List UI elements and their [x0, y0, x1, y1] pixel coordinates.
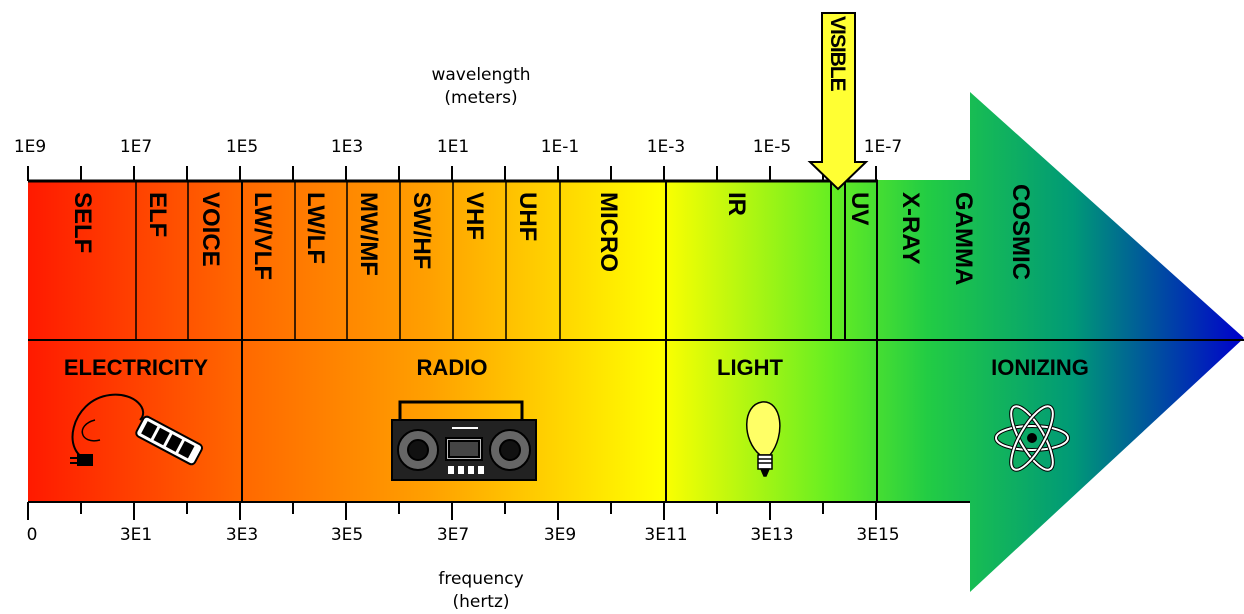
frequency-tick-label: 3E5 [331, 525, 363, 545]
wavelength-tick-label: 1E5 [226, 137, 258, 157]
wavelength-tick-label: 1E-3 [647, 137, 686, 157]
band-label-cosmic: COSMIC [1007, 184, 1034, 280]
frequency-tick-label: 3E7 [437, 525, 469, 545]
band-label-self: SELF [69, 192, 96, 253]
spectrum-arrow [28, 92, 1244, 592]
band-label-uhf: UHF [514, 192, 541, 241]
category-label-ionizing: IONIZING [991, 355, 1089, 380]
band-label-lw-vlf: LW/VLF [249, 192, 276, 280]
band-label-elf: ELF [144, 192, 171, 237]
wavelength-tick-marks [27, 166, 877, 181]
band-label-voice: VOICE [197, 192, 224, 267]
wavelength-tick-label: 1E7 [120, 137, 152, 157]
frequency-tick-label: 3E13 [750, 525, 793, 545]
frequency-tick-label: 3E15 [856, 525, 899, 545]
band-label-micro: MICRO [595, 192, 622, 272]
band-label-vhf: VHF [461, 192, 488, 240]
category-label-radio: RADIO [417, 355, 488, 380]
band-grid [28, 179, 1244, 503]
wavelength-tick-label: 1E-1 [541, 137, 580, 157]
frequency-axis-unit: (hertz) [452, 592, 509, 612]
visible-callout: VISIBLE [807, 12, 869, 191]
band-label-uv: UV [846, 192, 873, 225]
frequency-tick-marks [27, 502, 877, 520]
power-strip-icon [70, 393, 204, 466]
band-label-ir: IR [723, 192, 750, 216]
wavelength-tick-label: 1E-5 [753, 137, 792, 157]
light-bulb-icon [746, 401, 781, 477]
boombox-icon [391, 400, 537, 481]
visible-callout-text: VISIBLE [826, 16, 849, 92]
atom-icon [994, 404, 1070, 472]
frequency-tick-label: 3E3 [226, 525, 258, 545]
frequency-tick-label: 3E1 [120, 525, 152, 545]
wavelength-tick-label: 1E9 [14, 137, 46, 157]
band-label-mw-mf: MW/MF [355, 192, 382, 276]
category-label-electricity: ELECTRICITY [64, 355, 209, 380]
frequency-axis-title: frequency [438, 569, 523, 589]
wavelength-tick-label: 1E1 [437, 137, 469, 157]
wavelength-tick-label: 1E3 [331, 137, 363, 157]
band-label-gamma: GAMMA [950, 192, 977, 285]
band-label-lw-lf: LW/LF [302, 192, 329, 264]
frequency-tick-label: 0 [27, 525, 38, 545]
frequency-tick-label: 3E11 [644, 525, 687, 545]
wavelength-axis-unit: (meters) [444, 88, 517, 108]
wavelength-tick-label: 1E-7 [864, 137, 903, 157]
category-label-light: LIGHT [717, 355, 784, 380]
frequency-tick-label: 3E9 [544, 525, 576, 545]
band-label-x-ray: X-RAY [897, 192, 924, 264]
band-label-sw-hf: SW/HF [408, 192, 435, 269]
wavelength-axis-title: wavelength [431, 65, 530, 85]
